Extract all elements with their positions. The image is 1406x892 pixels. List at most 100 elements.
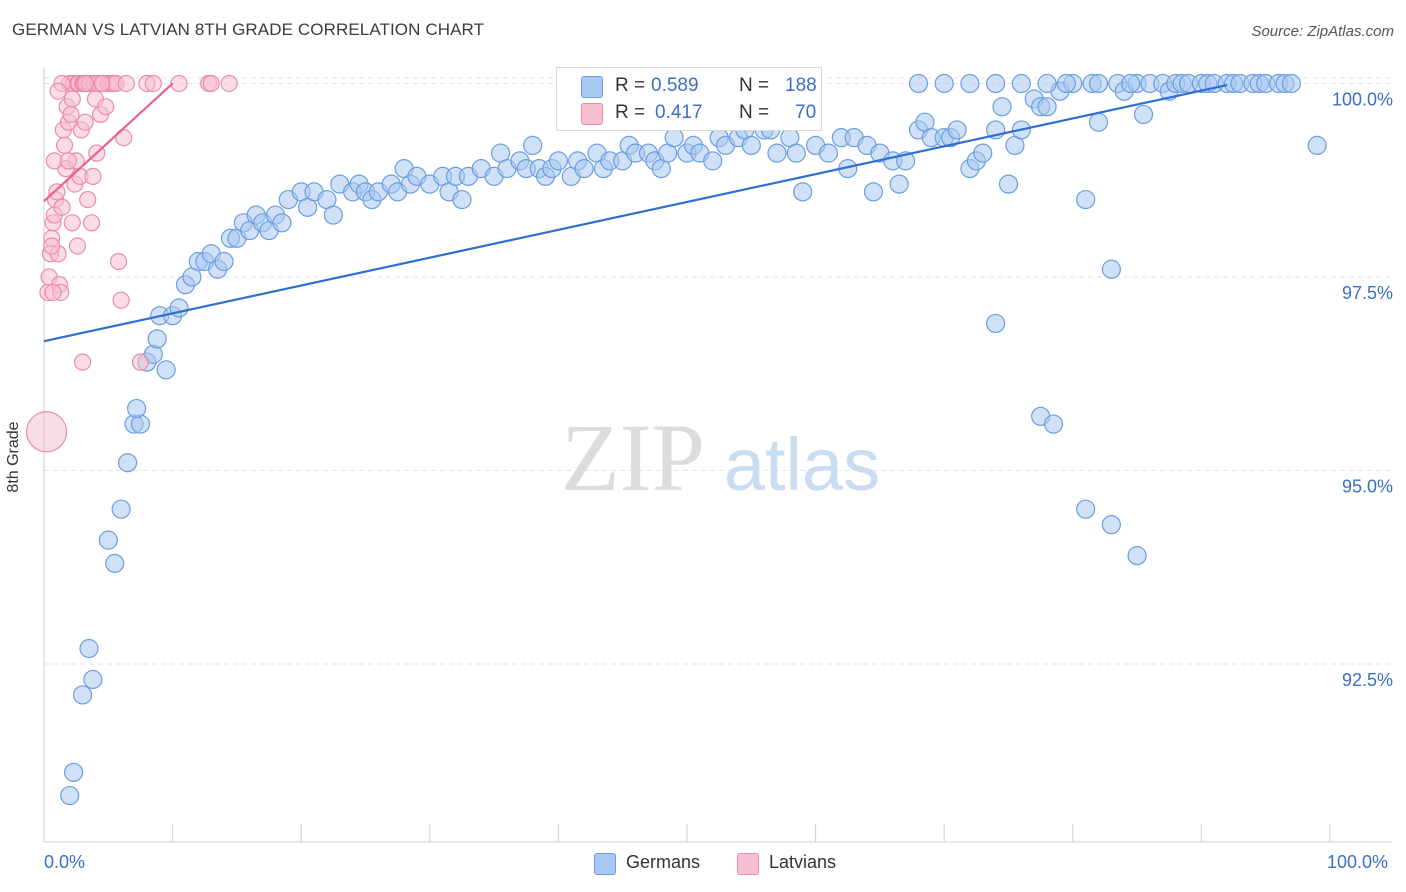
latvians-point [62,105,80,124]
germans-point [1307,135,1327,155]
germans-point [908,73,929,94]
latvians-swatch [737,853,759,875]
x-tick-max: 100.0% [1327,852,1389,872]
latvians-point [84,167,102,185]
latvians-point [43,237,61,255]
germans-point [793,182,813,202]
latvians-point [170,74,188,93]
germans-point [1088,112,1109,132]
germans-point [998,174,1019,194]
germans-point [60,785,80,806]
germans-point [947,120,967,140]
germans-point [818,143,839,163]
germans-point [452,189,472,210]
r-label: R = [615,75,646,96]
germans-point [1127,546,1147,566]
n-value: 188 [785,75,817,96]
correlation-legend: R = 0.589 N = 188 R = 0.417 N = 70 [556,67,822,131]
axis-layer [43,68,1392,843]
y-tick-label: 95.0% [1342,476,1393,496]
germans-point [992,97,1012,117]
r-value: 0.417 [655,102,703,123]
legend-label-germans: Germans [626,852,701,872]
germans-point [986,73,1006,94]
series-legend: Germans Latvians [0,852,1406,878]
germans-point [105,553,125,573]
r-value: 0.589 [651,75,699,96]
watermark-zip: ZIP [561,404,705,511]
germans-point [664,128,684,148]
germans-point [117,453,138,473]
germans-swatch [581,76,603,98]
latvians-point [202,74,220,93]
latvians-point [53,198,71,216]
germans-point [83,669,103,690]
latvians-point [55,136,74,154]
germans-point [960,73,980,94]
germans-point [214,251,234,272]
latvians-point [109,252,128,271]
germans-point [1101,515,1121,535]
y-axis-label: 8th Grade [5,421,22,493]
latvians-point [144,74,162,93]
germans-point [973,143,993,163]
latvians-trend-line [43,82,174,202]
r-label: R = [615,102,646,123]
latvians-point [25,411,68,453]
germans-point [126,398,147,419]
latvians-point [112,291,130,309]
germans-point [934,73,954,94]
germans-point [1043,414,1064,434]
trend-layer [43,82,1228,343]
germans-point [767,143,787,163]
germans-point [889,174,909,194]
germans-point [1037,97,1057,117]
germans-point [1121,73,1141,94]
latvians-point [117,74,135,93]
germans-point [272,213,292,233]
legend-label-latvians: Latvians [769,852,837,872]
germans-point [574,159,594,179]
germans-point [79,638,99,659]
latvians-point [49,82,67,100]
latvians-point [59,152,78,170]
n-label: N = [739,75,770,96]
germans-point [1088,73,1109,94]
latvians-point [63,90,81,108]
germans-point [111,499,131,519]
germans-point [1011,73,1031,94]
latvians-point [44,283,62,302]
germans-point [1037,73,1057,94]
x-tick-min: 0.0% [44,852,86,872]
latvians-point [73,353,92,371]
germans-point [863,182,884,202]
germans-point [156,360,176,380]
germans-point [986,313,1006,334]
source-label: Source: ZipAtlas.com [1251,23,1394,40]
germans-point [741,135,761,155]
n-value: 70 [795,102,817,123]
latvians-point [131,353,150,371]
latvians-point [68,237,87,255]
n-label: N = [739,102,770,123]
germans-point [703,151,723,171]
germans-swatch [594,853,616,875]
germans-point [147,329,167,349]
germans-point [1076,189,1096,210]
germans-point [72,685,93,705]
latvians-point [76,74,94,93]
y-tick-label: 92.5% [1342,670,1393,690]
germans-point [1101,259,1121,279]
latvians-point [93,74,111,93]
watermark-atlas: atlas [724,423,880,506]
germans-point [1076,499,1096,519]
germans-point [1281,73,1302,94]
germans-point [63,762,84,782]
germans-point [523,135,543,155]
latvians-swatch [581,103,603,125]
y-tick-labels: 100.0% 97.5% 95.0% 92.5% [1332,89,1393,690]
germans-point [548,151,569,171]
latvians-point [220,74,238,93]
latvians-point [63,214,81,232]
